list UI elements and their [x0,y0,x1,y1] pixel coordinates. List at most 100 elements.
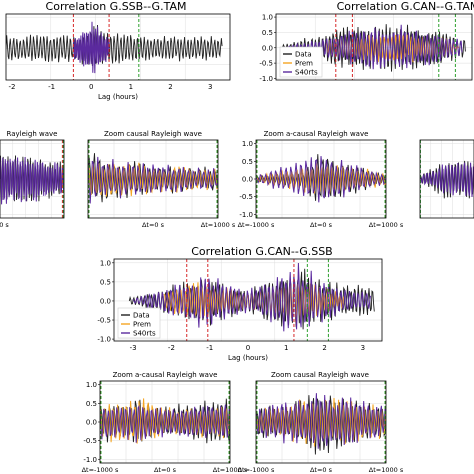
series-line-s40rts [256,393,386,449]
y-tick-label: -0.5 [239,193,253,201]
series-line-s40rts [420,162,474,198]
series-line-s40rts [72,21,110,74]
y-tick-label: -1.0 [239,211,253,219]
x-tick-label: 1 [284,344,288,352]
plot-frame [275,13,473,81]
y-tick-label: -1.0 [97,336,111,344]
x-tick-label: Δt=0 s [310,466,333,474]
chart-title: Zoom causal Rayleigh wave [271,371,369,379]
series-group [256,154,386,203]
chart-title: Zoom a-causal Rayleigh wave [113,371,218,379]
legend-label: Prem [133,321,151,329]
y-tick-label: 0.5 [86,400,97,408]
series-line-s40rts [132,262,371,332]
y-tick-label: 1.0 [242,140,253,148]
y-tick-label: 1.0 [262,14,273,22]
x-axis-label: Lag (hours) [228,354,268,362]
series-line-prem [88,162,218,197]
x-tick-label: Δt=1000 s [213,466,248,474]
x-tick-label: 1 [129,83,133,91]
x-tick-label: -2 [8,83,15,91]
series-line-s40rts [100,404,230,443]
series-group [6,21,223,74]
chart-title: Rayleigh wave [7,130,58,138]
series-line-s40rts [256,156,386,203]
series-group [420,160,474,199]
legend-label: S40rts [295,69,318,77]
x-tick-label: -2 [168,344,175,352]
chart-can-tam-full: Correlation G.CAN--G.TAM -1.0 -0.5 0.0 0.5 1.… [259,0,474,83]
plot-frame [0,139,65,219]
y-tick-label: 0.5 [242,158,253,166]
x-tick-label: 0 s [0,221,9,229]
x-tick-label: 0 [246,344,250,352]
chart-can-tam-zoom-causal [419,139,474,219]
x-tick-label: 3 [208,83,212,91]
grid [100,381,230,463]
grid [0,140,64,218]
x-tick-label: Δt=1000 s [201,221,236,229]
x-tick-label: Δt=1000 s [369,221,404,229]
x-tick-label: -3 [130,344,137,352]
y-tick-label: -1.0 [259,75,273,83]
y-tick-label: 0.0 [86,419,97,427]
y-tick-label: 0.0 [262,44,273,52]
x-tick-label: 3 [361,344,365,352]
legend-label: Data [295,51,312,59]
x-tick-label: Δt=1000 s [369,466,404,474]
series-line-data [88,153,218,203]
plot-frame [419,139,474,219]
x-tick-label: Δt=-1000 s [238,221,275,229]
y-tick-label: 0.5 [100,278,111,286]
x-tick-label: -1 [48,83,55,91]
plot-frame [255,380,387,464]
series-group [128,262,375,332]
x-axis-label: Lag (hours) [98,93,138,101]
x-tick-label: Δt=0 s [310,221,333,229]
x-tick-label: 2 [322,344,326,352]
y-tick-label: -1.0 [83,456,97,464]
y-tick-label: 0.0 [242,176,253,184]
x-tick-label: Δt=0 s [154,466,177,474]
grid [114,259,382,341]
y-tick-label: 0.0 [100,297,111,305]
chart-title: Correlation G.CAN--G.TAM [337,0,474,13]
chart-can-ssb-zoom-acausal: Zoom a-causal Rayleigh wave -1.0 -0.5 0.0 0.… [82,371,248,474]
chart-ssb-tam-zoom-causal: Zoom causal Rayleigh wave Δt=0 s Δt=1000 s [87,130,236,229]
x-tick-label: -1 [206,344,213,352]
y-tick-label: -0.5 [83,437,97,445]
y-tick-label: 0.5 [262,29,273,37]
chart-title: Zoom causal Rayleigh wave [104,130,202,138]
y-tick-label: 1.0 [100,259,111,267]
series-group [100,398,230,444]
series-group [0,155,64,205]
x-tick-label: 2 [168,83,172,91]
y-tick-label: 1.0 [86,381,97,389]
series-line-s40rts [88,156,218,204]
chart-can-ssb-zoom-causal: Zoom causal Rayleigh wave Δt=-1000 s Δt=0 … [238,371,404,474]
x-tick-label: 0 [89,83,93,91]
chart-ssb-tam-full: Correlation G.SSB--G.TAM -2 -1 0 1 2 3 Lag (hou… [5,0,231,101]
plot-frame [87,139,219,219]
legend-label: S40rts [133,330,156,338]
x-tick-label: Δt=-1000 s [82,466,119,474]
series-line-s40rts [0,156,64,205]
legend-label: Prem [295,60,313,68]
y-tick-label: -0.5 [259,60,273,68]
plot-frame [5,13,231,81]
series-line-data [6,24,223,66]
chart-ssb-tam-zoom-acausal: Rayleigh wave 0 s [0,130,65,229]
y-tick-label: -0.5 [97,317,111,325]
chart-can-tam-zoom-acausal: Zoom a-causal Rayleigh wave -1.0 -0.5 0.0 0.… [238,130,404,229]
legend-label: Data [133,312,150,320]
series-group [256,393,386,455]
chart-can-ssb-full: Correlation G.CAN--G.SSB -1.0 -0.5 0.0 0.5 1.… [97,245,383,362]
x-tick-label: Δt=-1000 s [238,466,275,474]
series-group [88,153,218,204]
x-tick-label: Δt=0 s [142,221,165,229]
series-line-s40rts [285,24,463,70]
chart-title: Correlation G.CAN--G.SSB [191,245,332,258]
